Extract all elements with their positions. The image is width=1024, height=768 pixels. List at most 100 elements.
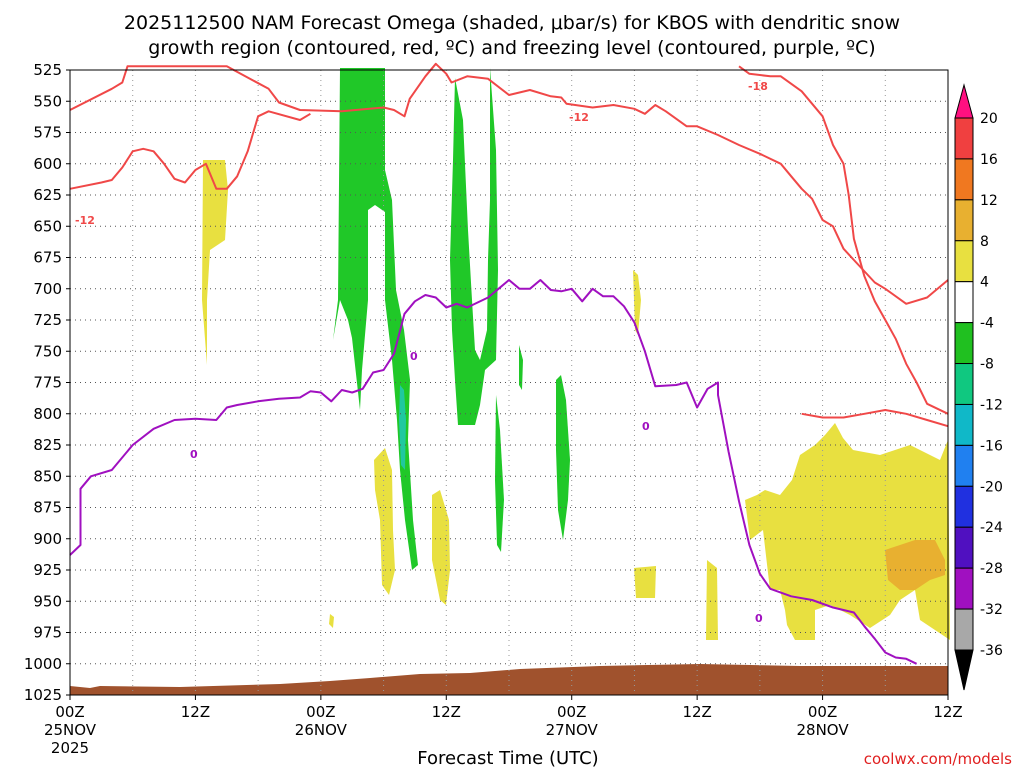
y-tick-label: 675 [33, 249, 62, 267]
x-tick-label: 12Z [181, 703, 210, 721]
credit-text: coolwx.com/models [864, 750, 1012, 768]
y-tick-label: 950 [33, 592, 62, 610]
colorbar-label: -20 [980, 479, 1003, 495]
contour-label-freezing: 0 [755, 612, 763, 625]
omega-region-orange [885, 540, 945, 590]
omega-region [450, 68, 498, 425]
y-tick-label: 575 [33, 124, 62, 142]
omega-region [385, 170, 418, 570]
omega-negative-shading [333, 68, 570, 570]
colorbar: 20 16 12 8 4 -4 -8 -12 -16 -20 -24 -28 -32 -36 [954, 83, 1003, 691]
colorbar-swatch [954, 240, 974, 283]
colorbar-label: 16 [980, 152, 998, 168]
grid [70, 69, 948, 696]
contour--18-upper [801, 409, 949, 428]
colorbar-swatch [954, 281, 974, 324]
y-tick-label: 700 [33, 280, 62, 298]
x-tick-label: 00Z [306, 703, 335, 721]
y-tick-label: 1000 [24, 655, 62, 673]
y-tick-label: 600 [33, 155, 62, 173]
colorbar-swatch [954, 608, 974, 651]
y-axis: 525 550 575 600 625 650 675 700 725 750 775 800 825 8… [24, 61, 70, 704]
chart-subtitle: growth region (contoured, red, ºC) and f… [148, 37, 875, 59]
colorbar-label: -4 [980, 316, 994, 332]
contour-label-dgz-low: -12 [75, 214, 95, 227]
x-tick-label: 12Z [933, 703, 962, 721]
colorbar-swatch [954, 322, 974, 365]
x-tick-label: 12Z [432, 703, 461, 721]
contour--12 [69, 62, 949, 305]
terrain [70, 664, 948, 695]
y-tick-label: 850 [33, 467, 62, 485]
contour-label-dgz-high: -18 [748, 80, 768, 93]
colorbar-label: -32 [980, 602, 1003, 618]
colorbar-label: -36 [980, 643, 1003, 659]
omega-region [519, 345, 523, 390]
y-tick-label: 875 [33, 499, 62, 517]
colorbar-swatch [954, 485, 974, 528]
contour-lines [69, 62, 949, 665]
contour--12-lower [69, 110, 311, 190]
y-tick-label: 800 [33, 405, 62, 423]
x-tick-label: 12Z [682, 703, 711, 721]
x-tick-label: 2025 [51, 739, 89, 757]
colorbar-label: 4 [980, 275, 989, 291]
omega-region [329, 614, 334, 628]
omega-region [333, 68, 385, 410]
omega-region-cyan [399, 385, 406, 470]
y-tick-label: 750 [33, 342, 62, 360]
colorbar-label: 8 [980, 234, 989, 250]
colorbar-label: -28 [980, 561, 1003, 577]
omega-region [556, 375, 570, 540]
omega-region [432, 490, 450, 605]
colorbar-swatch [954, 158, 974, 201]
contour-labels: -12 -12 -18 0 0 0 0 [75, 80, 768, 625]
x-tick-label: 25NOV [44, 721, 97, 739]
y-tick-label: 1025 [24, 686, 62, 704]
x-tick-label: 00Z [557, 703, 586, 721]
omega-region [202, 160, 228, 365]
colorbar-label: -16 [980, 438, 1003, 454]
contour-label-dgz-mid: -12 [569, 111, 589, 124]
omega-region [634, 566, 656, 598]
x-tick-label: 28NOV [797, 721, 850, 739]
x-tick-label: 00Z [808, 703, 837, 721]
colorbar-label: 20 [980, 111, 998, 127]
y-tick-label: 975 [33, 624, 62, 642]
colorbar-swatch [954, 444, 974, 487]
y-tick-label: 725 [33, 311, 62, 329]
colorbar-swatch [954, 363, 974, 405]
y-tick-label: 775 [33, 374, 62, 392]
contour-label-freezing: 0 [642, 420, 650, 433]
contour-label-freezing: 0 [190, 448, 198, 461]
colorbar-swatch [954, 117, 974, 160]
colorbar-swatch [954, 199, 974, 242]
omega-region [706, 560, 718, 640]
y-tick-label: 550 [33, 92, 62, 110]
chart-title: 2025112500 NAM Forecast Omega (shaded, μ… [124, 12, 900, 34]
x-tick-label: 00Z [55, 703, 84, 721]
x-tick-label: 27NOV [546, 721, 599, 739]
colorbar-swatch [954, 403, 974, 446]
contour-0 [69, 279, 918, 665]
contour--18 [738, 65, 949, 415]
colorbar-swatch [954, 567, 974, 610]
y-tick-label: 650 [33, 217, 62, 235]
omega-region [495, 395, 504, 552]
y-tick-label: 525 [33, 61, 62, 79]
omega-region [633, 270, 641, 335]
y-tick-label: 925 [33, 561, 62, 579]
omega-region [374, 448, 395, 595]
y-tick-label: 825 [33, 436, 62, 454]
contour-label-freezing: 0 [410, 350, 418, 363]
x-tick-label: 26NOV [295, 721, 348, 739]
colorbar-label: 12 [980, 193, 998, 209]
colorbar-label: -8 [980, 357, 994, 373]
colorbar-bottom-triangle [954, 649, 974, 691]
colorbar-label: -12 [980, 397, 1003, 413]
colorbar-swatch [954, 526, 974, 569]
colorbar-top-triangle [954, 83, 974, 119]
x-axis-label: Forecast Time (UTC) [417, 748, 598, 768]
